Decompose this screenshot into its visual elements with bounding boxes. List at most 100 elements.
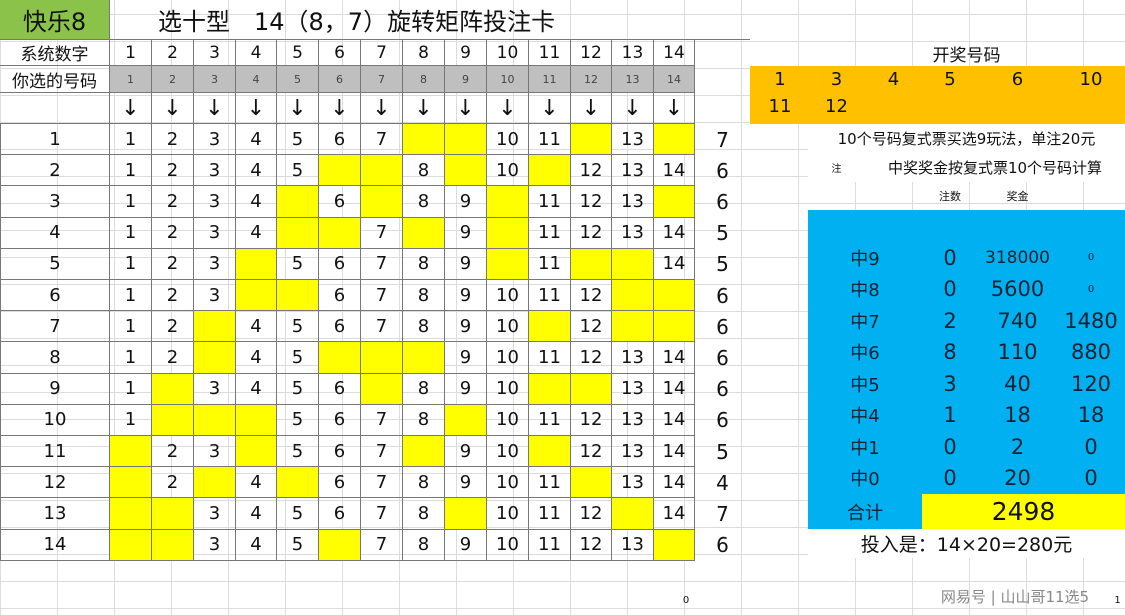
matrix-row-number: 12	[0, 467, 110, 499]
matrix-cell: 1	[110, 248, 152, 280]
matrix-cell: 9	[445, 217, 487, 249]
matrix-cell: 10	[487, 404, 529, 436]
chosen-number[interactable]: 6	[319, 66, 361, 93]
matrix-cell: 6	[319, 467, 361, 499]
prize-level: 中4	[850, 406, 880, 427]
matrix-cell: 1	[110, 373, 152, 405]
matrix-cell-empty	[194, 342, 236, 374]
page-title: 选十型 14（8，7）旋转矩阵投注卡	[110, 0, 750, 40]
prize-total: 0	[1084, 466, 1098, 490]
chosen-number[interactable]: 14	[654, 66, 695, 93]
brand-logo: 快乐8	[0, 0, 110, 40]
matrix-cell-empty	[612, 248, 654, 280]
matrix-cell: 8	[403, 404, 445, 436]
chosen-number[interactable]: 10	[487, 66, 529, 93]
matrix-cell: 5	[277, 373, 319, 405]
matrix-cell: 14	[654, 217, 695, 249]
matrix-cell: 10	[487, 155, 529, 187]
arrow-down-icon: ↓	[571, 93, 612, 124]
arrow-down-icon: ↓	[654, 93, 695, 124]
matrix-cell: 11	[529, 186, 571, 218]
matrix-cell: 4	[236, 373, 277, 405]
watermark: 网易号 | 山山哥11选5	[940, 587, 1090, 606]
matrix-cell-empty	[277, 467, 319, 499]
matrix-cell: 2	[152, 155, 194, 187]
matrix-cell: 11	[529, 498, 571, 530]
matrix-cell: 4	[236, 529, 277, 561]
system-number: 10	[487, 40, 529, 66]
chosen-number[interactable]: 8	[403, 66, 445, 93]
prize-amount: 40	[1004, 371, 1031, 396]
chosen-number[interactable]: 2	[152, 66, 194, 93]
prize-level: 中7	[850, 311, 880, 333]
arrow-down-icon: ↓	[403, 93, 445, 124]
matrix-row-number: 6	[0, 280, 110, 312]
footer-left-value: 0	[682, 594, 690, 606]
matrix-cell: 1	[110, 280, 152, 312]
matrix-cell: 7	[361, 498, 403, 530]
matrix-cell: 3	[194, 186, 236, 218]
rule-text: 10个号码复式票买选9玩法，单注20元	[808, 124, 1125, 153]
arrow-down-icon: ↓	[110, 93, 152, 124]
chosen-label: 你选的号码	[0, 66, 110, 93]
matrix-row-hits: 4	[716, 470, 729, 495]
matrix-row-number: 11	[0, 436, 110, 468]
matrix-cell: 6	[319, 186, 361, 218]
matrix-cell: 13	[612, 529, 654, 561]
system-number: 11	[529, 40, 571, 66]
matrix-cell-empty	[654, 124, 695, 156]
prize-count: 1	[943, 403, 957, 427]
chosen-number[interactable]: 9	[445, 66, 487, 93]
matrix-row-number: 13	[0, 498, 110, 530]
matrix-cell-empty	[612, 280, 654, 312]
matrix-cell-empty	[194, 404, 236, 436]
matrix-cell: 11	[529, 404, 571, 436]
prize-count: 0	[943, 245, 957, 270]
arrow-down-icon: ↓	[277, 93, 319, 124]
matrix-cell: 9	[445, 373, 487, 405]
chosen-number[interactable]: 4	[236, 66, 277, 93]
matrix-cell: 1	[110, 311, 152, 343]
matrix-cell: 9	[445, 186, 487, 218]
matrix-cell: 12	[571, 311, 612, 343]
matrix-cell: 7	[361, 124, 403, 156]
matrix-cell-empty	[361, 373, 403, 405]
matrix-row-number: 7	[0, 311, 110, 343]
matrix-cell: 7	[361, 311, 403, 343]
matrix-cell: 13	[612, 186, 654, 218]
chosen-number[interactable]: 13	[612, 66, 654, 93]
matrix-cell: 9	[445, 280, 487, 312]
matrix-cell: 14	[654, 436, 695, 468]
system-number: 7	[361, 40, 403, 66]
matrix-cell: 10	[487, 498, 529, 530]
matrix-cell-empty	[612, 498, 654, 530]
matrix-cell-empty	[236, 404, 277, 436]
matrix-cell: 5	[277, 436, 319, 468]
matrix-row-hits: 6	[716, 408, 729, 433]
matrix-cell: 2	[152, 311, 194, 343]
matrix-cell: 2	[152, 467, 194, 499]
draw-number: 12	[825, 96, 848, 117]
matrix-row-number: 4	[0, 217, 110, 249]
matrix-cell-empty	[403, 124, 445, 156]
system-number: 1	[110, 40, 152, 66]
chosen-number[interactable]: 11	[529, 66, 571, 93]
matrix-cell-empty	[529, 155, 571, 187]
matrix-cell: 14	[654, 342, 695, 374]
matrix-cell-empty	[152, 529, 194, 561]
chosen-number[interactable]: 3	[194, 66, 236, 93]
matrix-cell: 11	[529, 342, 571, 374]
chosen-number[interactable]: 5	[277, 66, 319, 93]
matrix-cell-empty	[487, 186, 529, 218]
chosen-number[interactable]: 7	[361, 66, 403, 93]
matrix-cell: 7	[361, 280, 403, 312]
matrix-cell: 4	[236, 498, 277, 530]
matrix-cell: 10	[487, 311, 529, 343]
chosen-number[interactable]: 1	[110, 66, 152, 93]
prize-level: 中6	[850, 343, 880, 364]
chosen-number[interactable]: 12	[571, 66, 612, 93]
system-number: 3	[194, 40, 236, 66]
arrow-down-icon: ↓	[194, 93, 236, 124]
matrix-row-number: 10	[0, 404, 110, 436]
matrix-cell: 8	[403, 529, 445, 561]
